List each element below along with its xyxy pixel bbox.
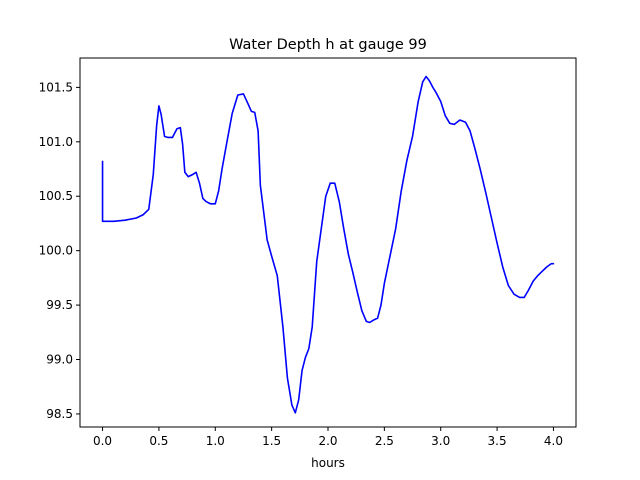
chart-title: Water Depth h at gauge 99: [229, 37, 427, 53]
y-tick-label: 101.5: [39, 80, 73, 94]
plot-area: [101, 75, 555, 414]
x-tick-label: 0.0: [93, 434, 112, 448]
y-tick-label: 98.5: [46, 407, 73, 421]
x-axis-label: hours: [311, 456, 345, 470]
y-axis-ticks: 98.5 99.0 99.5 100.0 100.5 101.0 101.5: [39, 80, 80, 421]
x-tick-label: 0.5: [149, 434, 168, 448]
y-tick-label: 99.5: [46, 298, 73, 312]
y-tick-label: 101.0: [39, 135, 73, 149]
x-tick-label: 4.0: [544, 434, 563, 448]
y-tick-label: 100.5: [39, 189, 73, 203]
series-line-0: [101, 75, 555, 414]
y-tick-label: 100.0: [39, 244, 73, 258]
x-axis-ticks: 0.0 0.5 1.0 1.5 2.0 2.5 3.0 3.5 4.0: [93, 427, 563, 448]
x-tick-label: 2.0: [318, 434, 337, 448]
x-tick-label: 1.5: [262, 434, 281, 448]
x-tick-label: 1.0: [206, 434, 225, 448]
x-tick-label: 3.0: [431, 434, 450, 448]
x-tick-label: 2.5: [375, 434, 394, 448]
y-tick-label: 99.0: [46, 353, 73, 367]
x-tick-label: 3.5: [488, 434, 507, 448]
